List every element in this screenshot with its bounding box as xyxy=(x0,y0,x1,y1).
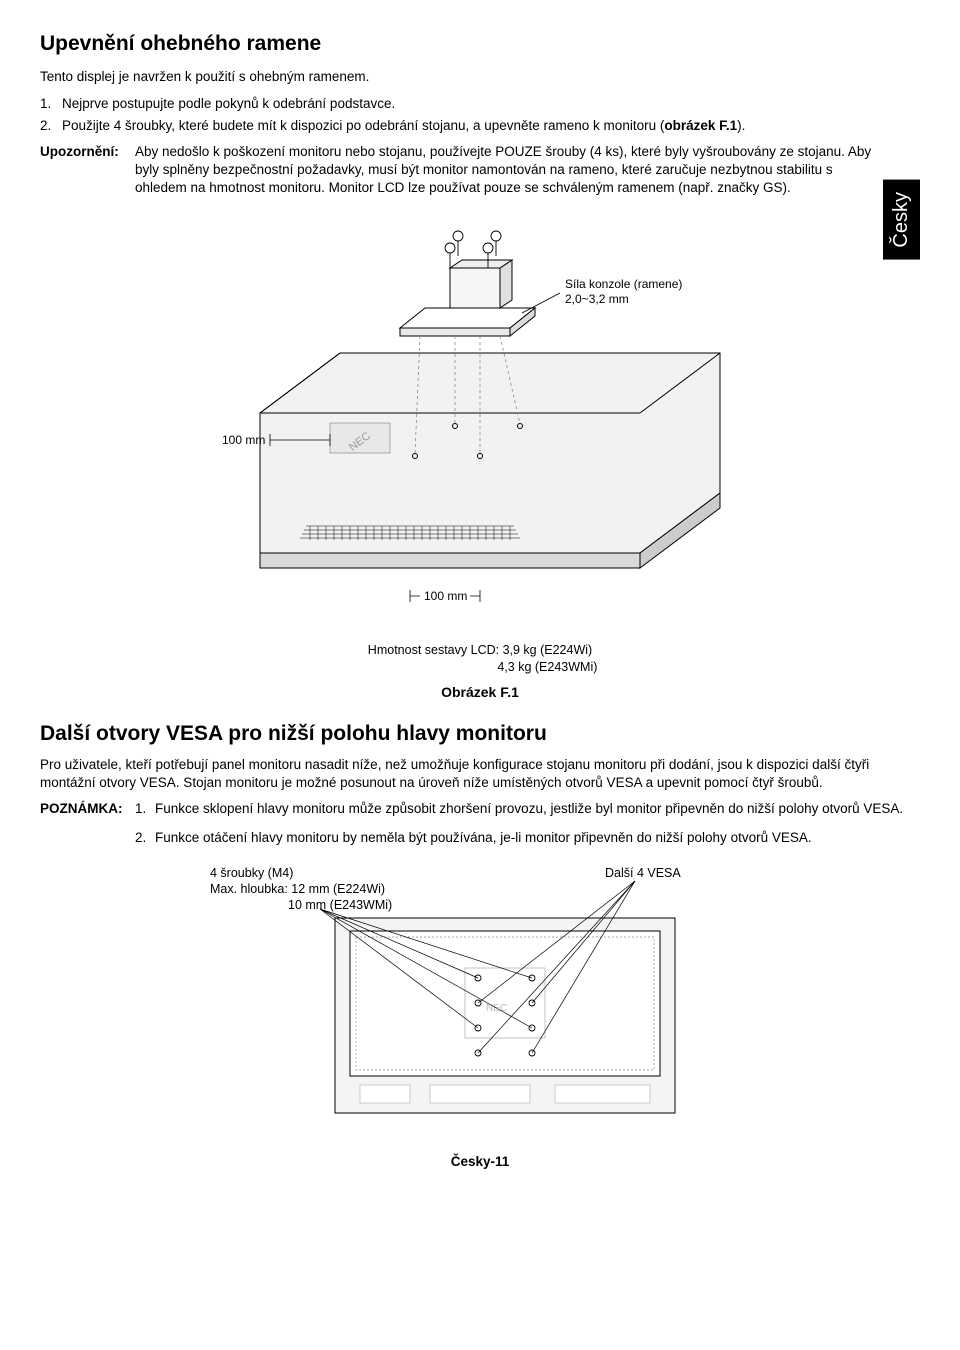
note-1: 1. Funkce sklopení hlavy monitoru může z… xyxy=(135,800,920,818)
figure-2: 4 šroubky (M4) Max. hloubka: 12 mm (E224… xyxy=(40,863,920,1123)
step-2-text: Použijte 4 šroubky, které budete mít k d… xyxy=(62,117,745,135)
fig2-right-label: Další 4 VESA xyxy=(605,866,681,880)
fig1-label: Obrázek F.1 xyxy=(441,683,519,702)
section2-heading: Další otvory VESA pro nižší polohu hlavy… xyxy=(40,720,920,748)
section1-heading: Upevnění ohebného ramene xyxy=(40,30,920,58)
language-tab: Česky xyxy=(883,180,920,260)
fig1-bracket-label1: Síla konzole (ramene) xyxy=(565,277,682,291)
svg-text:Max. hloubka: 12 mm (E224Wi): Max. hloubka: 12 mm (E224Wi) xyxy=(210,882,385,896)
page-footer: Česky-11 xyxy=(40,1153,920,1171)
figure-2-svg: 4 šroubky (M4) Max. hloubka: 12 mm (E224… xyxy=(160,863,800,1123)
note-block: POZNÁMKA: 1. Funkce sklopení hlavy monit… xyxy=(40,800,920,856)
fig1-dim-100-a: 100 mm xyxy=(222,433,265,447)
section2-para: Pro uživatele, kteří potřebují panel mon… xyxy=(40,756,920,792)
warning-block: Upozornění: Aby nedošlo k poškození moni… xyxy=(40,143,920,198)
section1-intro: Tento displej je navržen k použití s ohe… xyxy=(40,68,920,86)
note-2: 2. Funkce otáčení hlavy monitoru by nemě… xyxy=(135,829,920,847)
figure-f1: NEC Síla konzole (ramene) 2,0~3,2 mm 100… xyxy=(40,208,920,702)
fig2-left-label1: 4 šroubky (M4) xyxy=(210,866,293,880)
figure-f1-svg: NEC Síla konzole (ramene) 2,0~3,2 mm 100… xyxy=(200,208,760,638)
fig1-caption: Hmotnost sestavy LCD: 3,9 kg (E224Wi) Hm… xyxy=(363,642,598,677)
step-2: 2. Použijte 4 šroubky, které budete mít … xyxy=(40,117,920,135)
fig1-bracket-label2: 2,0~3,2 mm xyxy=(565,292,629,306)
step-1: 1. Nejprve postupujte podle pokynů k ode… xyxy=(40,95,920,113)
warning-text: Aby nedošlo k poškození monitoru nebo st… xyxy=(135,143,920,198)
note-label: POZNÁMKA: xyxy=(40,800,135,856)
warning-label: Upozornění: xyxy=(40,143,135,198)
fig2-left-label3: 10 mm (E243WMi) xyxy=(288,898,392,912)
step-2-num: 2. xyxy=(40,117,62,135)
step-1-num: 1. xyxy=(40,95,62,113)
step-1-text: Nejprve postupujte podle pokynů k odebrá… xyxy=(62,95,395,113)
fig1-dim-100-b: 100 mm xyxy=(424,589,467,603)
